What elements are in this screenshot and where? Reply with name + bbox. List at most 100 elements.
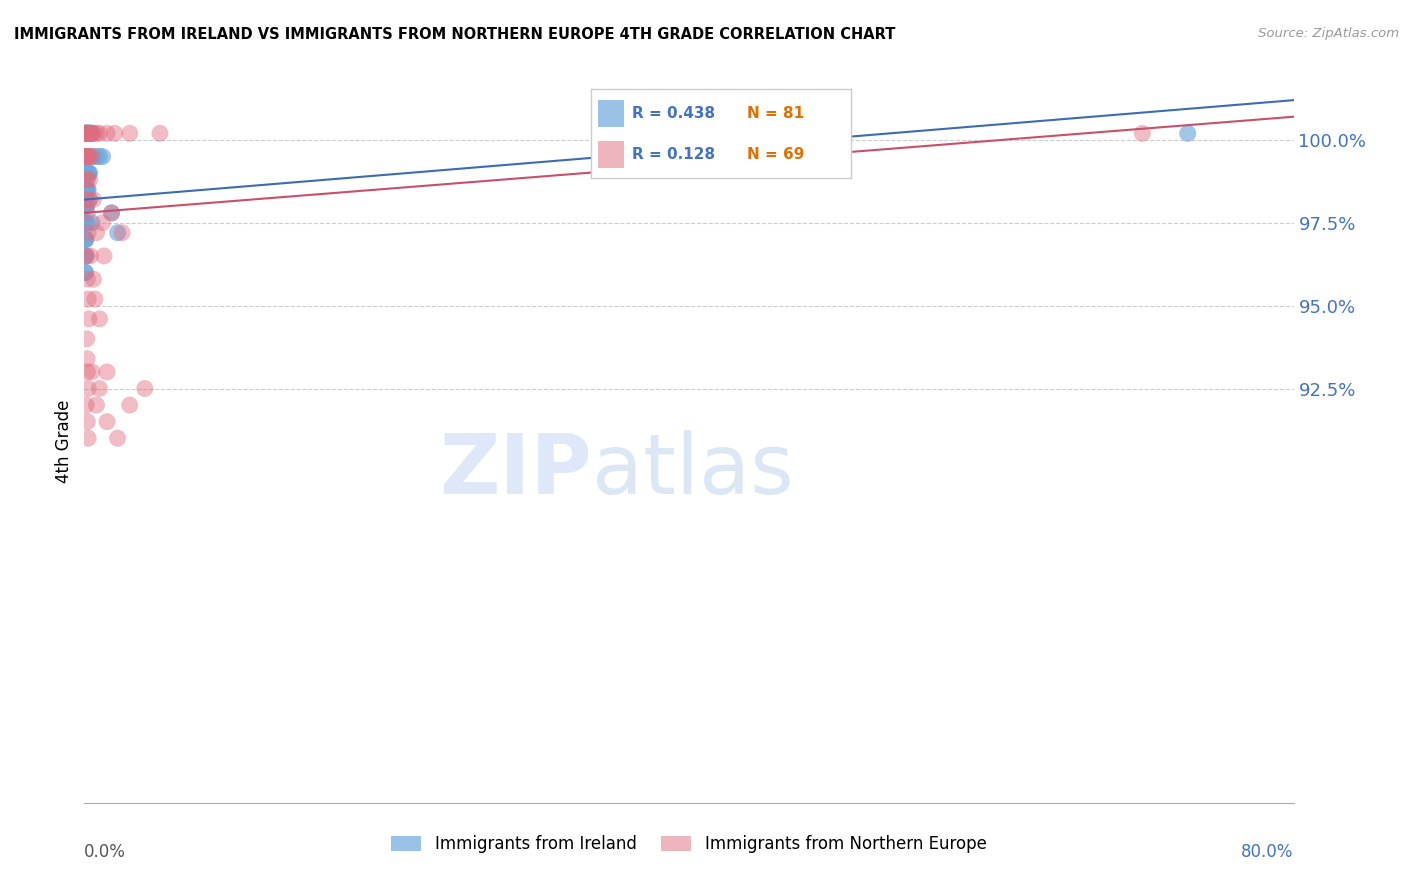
Point (134, 382, 156, 396)
Point (77, 126, 100, 140)
Text: R = 0.128: R = 0.128 (633, 147, 716, 161)
Point (86, 126, 108, 140)
Point (82, 149, 104, 163)
Point (75, 149, 97, 163)
Point (107, 226, 129, 240)
Point (76, 126, 98, 140)
Point (75, 249, 97, 263)
Point (75, 266, 97, 280)
Point (75, 149, 97, 163)
Point (80, 126, 103, 140)
Point (77, 126, 100, 140)
Point (77, 183, 100, 197)
Point (93, 249, 115, 263)
Point (76, 272, 98, 286)
Point (76, 149, 98, 163)
Point (100, 206, 122, 220)
Point (75, 149, 97, 163)
Point (77, 126, 100, 140)
Point (80, 216, 103, 230)
Point (79, 249, 101, 263)
Point (76, 193, 98, 207)
Text: 0.0%: 0.0% (84, 843, 127, 861)
Point (76, 126, 98, 140)
Point (79, 149, 101, 163)
Text: R = 0.438: R = 0.438 (633, 106, 716, 120)
Point (75, 166, 97, 180)
Point (82, 193, 104, 207)
Point (75, 216, 97, 230)
Point (118, 126, 141, 140)
Point (75, 126, 97, 140)
Point (80, 365, 103, 379)
Bar (599, 141, 624, 168)
Point (75, 183, 97, 197)
Point (77, 292, 100, 306)
Point (76, 199, 98, 213)
Y-axis label: 4th Grade: 4th Grade (55, 400, 73, 483)
Point (75, 126, 97, 140)
Point (86, 149, 108, 163)
Text: N = 69: N = 69 (747, 147, 804, 161)
Point (77, 166, 100, 180)
Text: ZIP: ZIP (440, 430, 592, 511)
Point (76, 126, 98, 140)
Point (76, 149, 98, 163)
Bar (599, 100, 624, 127)
Point (76, 172, 98, 186)
Point (76, 365, 98, 379)
Point (77, 431, 100, 445)
Point (76, 249, 98, 263)
Point (75, 126, 97, 140)
Point (1132, 126, 1154, 140)
Text: 80.0%: 80.0% (1241, 843, 1294, 861)
Point (76, 415, 98, 429)
Point (96, 126, 118, 140)
Point (79, 166, 101, 180)
Point (75, 199, 97, 213)
Point (75, 183, 97, 197)
Text: N = 81: N = 81 (747, 106, 804, 120)
Point (80, 149, 103, 163)
Point (76, 351, 98, 366)
Point (1177, 126, 1199, 140)
Point (76, 149, 98, 163)
Point (86, 226, 108, 240)
Text: Source: ZipAtlas.com: Source: ZipAtlas.com (1258, 27, 1399, 40)
Point (77, 382, 100, 396)
Point (75, 232, 97, 246)
Point (89, 126, 111, 140)
Point (79, 193, 101, 207)
Point (75, 183, 97, 197)
Point (86, 398, 108, 412)
Point (82, 272, 104, 286)
Point (104, 126, 127, 140)
Point (76, 183, 98, 197)
Point (76, 183, 98, 197)
Text: IMMIGRANTS FROM IRELAND VS IMMIGRANTS FROM NORTHERN EUROPE 4TH GRADE CORRELATION: IMMIGRANTS FROM IRELAND VS IMMIGRANTS FR… (14, 27, 896, 42)
Point (75, 126, 97, 140)
Point (77, 149, 100, 163)
Point (80, 126, 103, 140)
Point (75, 126, 97, 140)
Point (75, 216, 97, 230)
Point (77, 166, 100, 180)
Point (77, 226, 100, 240)
Point (77, 193, 100, 207)
Point (77, 126, 100, 140)
Point (91, 216, 114, 230)
Point (76, 166, 98, 180)
Point (80, 126, 103, 140)
Point (111, 226, 134, 240)
Point (107, 431, 129, 445)
Point (75, 166, 97, 180)
Point (89, 382, 111, 396)
Point (75, 126, 97, 140)
Point (75, 149, 97, 163)
Point (75, 249, 97, 263)
Point (75, 149, 97, 163)
Text: atlas: atlas (592, 430, 794, 511)
Point (76, 332, 98, 346)
Point (118, 398, 141, 412)
Point (76, 126, 98, 140)
